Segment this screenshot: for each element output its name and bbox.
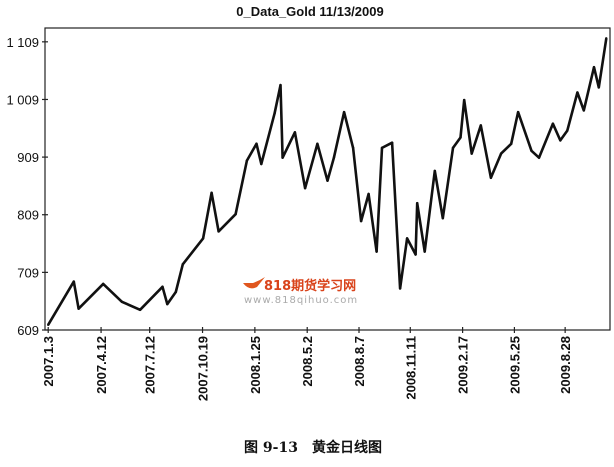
chart-title: 0_Data_Gold 11/13/2009	[236, 4, 383, 19]
y-tick-label: 609	[17, 323, 39, 338]
price-point	[161, 285, 164, 288]
price-point	[470, 152, 473, 155]
price-point	[201, 237, 205, 240]
price-point	[405, 237, 409, 240]
price-point	[576, 91, 579, 94]
price-point	[359, 219, 363, 223]
price-point	[293, 131, 297, 134]
price-point	[433, 169, 437, 173]
x-tick-label: 2008.11.11	[403, 336, 418, 400]
price-point	[537, 156, 541, 159]
price-point	[281, 156, 284, 159]
price-point	[279, 83, 282, 87]
x-tick-label: 2007.7.12	[143, 336, 158, 394]
price-point	[120, 300, 124, 303]
price-point	[102, 282, 105, 286]
price-point	[255, 142, 258, 146]
x-tick-label: 2009.8.28	[558, 336, 573, 394]
y-tick-label: 709	[17, 265, 39, 280]
gold-price-line	[47, 38, 608, 326]
x-tick-label: 2008.1.25	[248, 336, 263, 394]
price-point	[414, 253, 417, 256]
price-point	[138, 308, 142, 312]
figure-caption: 图 9-13 黄金日线图	[244, 439, 382, 456]
x-tick-label: 2008.8.7	[352, 336, 367, 387]
price-point	[597, 86, 600, 89]
y-tick-label: 1 109	[6, 35, 39, 50]
price-point	[174, 290, 178, 294]
price-point	[367, 192, 370, 196]
price-point	[416, 202, 419, 205]
price-point	[398, 287, 402, 290]
x-tick-label: 2009.5.25	[507, 336, 522, 394]
x-tick-label: 2007.4.12	[94, 336, 109, 394]
price-point	[479, 124, 482, 127]
price-point	[516, 110, 520, 114]
x-tick-label: 2007.1.3	[41, 336, 56, 387]
price-point	[181, 263, 184, 266]
price-point	[166, 302, 169, 306]
price-point	[489, 176, 493, 180]
price-point	[592, 65, 596, 69]
price-point	[342, 110, 346, 114]
price-point	[77, 307, 80, 310]
price-point	[380, 146, 384, 150]
price-point	[234, 212, 237, 216]
watermark-brand: 818期货学习网	[264, 278, 356, 294]
price-point	[72, 280, 76, 283]
x-tick-label: 2008.5.2	[300, 336, 315, 387]
price-point	[441, 216, 445, 220]
watermark-swoosh-icon	[243, 277, 265, 289]
price-point	[375, 250, 378, 253]
x-tick-label: 2009.2.17	[456, 336, 471, 394]
price-point	[566, 129, 569, 132]
y-tick-label: 809	[17, 208, 39, 223]
price-point	[351, 146, 355, 150]
price-point	[316, 142, 319, 146]
price-point	[326, 179, 329, 182]
price-point	[582, 109, 586, 112]
price-point	[423, 250, 426, 253]
y-tick-label: 1 009	[6, 92, 39, 107]
price-point	[47, 323, 50, 327]
price-point	[245, 159, 249, 162]
y-tick-label: 909	[17, 150, 39, 165]
watermark-url: www.818qihuo.com	[244, 295, 358, 306]
price-point	[559, 139, 562, 142]
price-point	[260, 162, 263, 166]
price-point	[273, 112, 276, 115]
price-point	[530, 149, 533, 152]
x-tick-label: 2007.10.19	[196, 336, 211, 401]
price-point	[451, 146, 455, 150]
watermark-logo: 818期货学习网 www.818qihuo.com	[243, 277, 358, 306]
plot-frame	[44, 27, 611, 331]
price-point	[210, 191, 213, 195]
price-point	[217, 230, 220, 233]
price-point	[605, 37, 608, 40]
price-point	[303, 187, 307, 190]
price-point	[510, 142, 513, 146]
price-point	[551, 122, 555, 125]
price-point	[390, 141, 394, 144]
price-point	[332, 156, 336, 159]
price-point	[463, 98, 466, 102]
price-point	[499, 152, 503, 155]
price-point	[459, 136, 462, 139]
